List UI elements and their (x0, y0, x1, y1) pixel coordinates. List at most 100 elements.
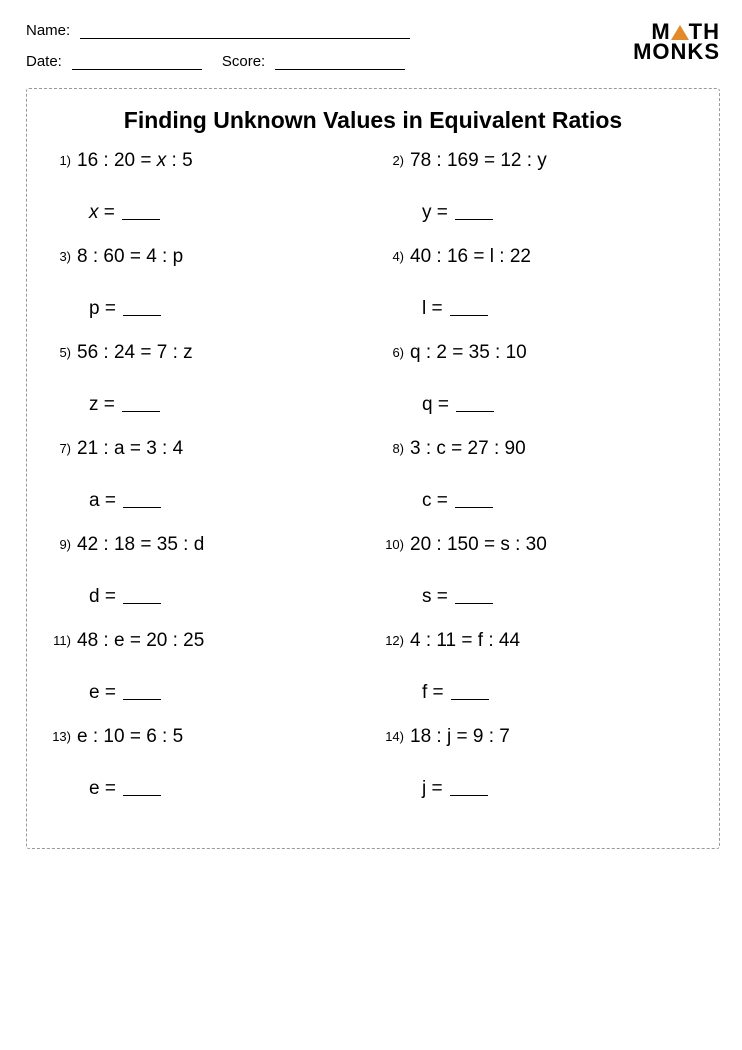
problem-cell: 5) 56 : 24 = 7 : z z = (45, 342, 368, 438)
date-blank[interactable] (72, 56, 202, 70)
answer-line: d = (89, 586, 368, 608)
answer-variable: p (89, 298, 100, 319)
problem-equation: 20 : 150 = s : 30 (410, 534, 547, 555)
problem-number: 4) (378, 249, 404, 264)
worksheet-header: Name: Date: Score: MTH MONKS (26, 22, 720, 84)
answer-variable: c (422, 490, 432, 511)
equals-sign: = (426, 298, 448, 319)
problem-equation: 40 : 16 = l : 22 (410, 246, 531, 267)
problem-line: 7)21 : a = 3 : 4 (45, 438, 368, 460)
problem-equation: 4 : 11 = f : 44 (410, 630, 520, 651)
equals-sign: = (100, 298, 122, 319)
answer-line: q = (422, 394, 701, 416)
problem-line: 10) 20 : 150 = s : 30 (378, 534, 701, 556)
answer-variable: a (89, 490, 100, 511)
problem-equation: 18 : j = 9 : 7 (410, 726, 510, 747)
equals-sign: = (100, 586, 122, 607)
date-score-field: Date: Score: (26, 53, 633, 70)
equals-sign: = (433, 394, 455, 415)
answer-blank[interactable] (455, 590, 493, 604)
answer-line: l = (422, 298, 701, 320)
answer-blank[interactable] (123, 782, 161, 796)
problem-line: 1) 16 : 20 = x : 5 (45, 150, 368, 172)
header-fields: Name: Date: Score: (26, 22, 633, 84)
problem-number: 10) (378, 537, 404, 552)
equals-sign: = (432, 586, 454, 607)
problem-line: 3)8 : 60 = 4 : p (45, 246, 368, 268)
problem-line: 14) 18 : j = 9 : 7 (378, 726, 701, 748)
mathmonks-logo: MTH MONKS (633, 22, 720, 62)
answer-blank[interactable] (123, 494, 161, 508)
problem-cell: 4) 40 : 16 = l : 22 l = (378, 246, 701, 342)
problem-equation: 42 : 18 = 35 : d (77, 534, 204, 555)
problem-cell: 2) 78 : 169 = 12 : y y = (378, 150, 701, 246)
problem-number: 5) (45, 345, 71, 360)
answer-blank[interactable] (456, 398, 494, 412)
answer-blank[interactable] (451, 686, 489, 700)
problem-cell: 13) e : 10 = 6 : 5 e = (45, 726, 368, 822)
problem-equation: 21 : a = 3 : 4 (77, 438, 183, 459)
problem-cell: 6)q : 2 = 35 : 10q = (378, 342, 701, 438)
problem-cell: 9) 42 : 18 = 35 : d d = (45, 534, 368, 630)
equals-sign: = (99, 202, 121, 223)
problem-line: 11) 48 : e = 20 : 25 (45, 630, 368, 652)
logo-line2: MONKS (633, 42, 720, 62)
equals-sign: = (99, 394, 121, 415)
logo-triangle-icon (671, 25, 689, 40)
name-blank[interactable] (80, 25, 410, 39)
equals-sign: = (432, 202, 454, 223)
answer-line: c = (422, 490, 701, 512)
problem-cell: 14) 18 : j = 9 : 7 j = (378, 726, 701, 822)
answer-blank[interactable] (122, 398, 160, 412)
score-blank[interactable] (275, 56, 405, 70)
problem-number: 1) (45, 153, 71, 168)
problem-number: 8) (378, 441, 404, 456)
answer-blank[interactable] (122, 206, 160, 220)
problem-number: 14) (378, 729, 404, 744)
problem-number: 9) (45, 537, 71, 552)
worksheet-title: Finding Unknown Values in Equivalent Rat… (45, 107, 701, 134)
problem-equation: e : 10 = 6 : 5 (77, 726, 183, 747)
problem-cell: 3)8 : 60 = 4 : p p = (45, 246, 368, 342)
equals-sign: = (100, 682, 122, 703)
answer-variable: e (89, 682, 100, 703)
answer-variable: e (89, 778, 100, 799)
problem-equation: 16 : 20 = x : 5 (77, 150, 193, 171)
answer-blank[interactable] (455, 494, 493, 508)
equals-sign: = (100, 778, 122, 799)
answer-blank[interactable] (455, 206, 493, 220)
problem-line: 5) 56 : 24 = 7 : z (45, 342, 368, 364)
problem-cell: 1) 16 : 20 = x : 5 x = (45, 150, 368, 246)
worksheet-box: Finding Unknown Values in Equivalent Rat… (26, 88, 720, 849)
problem-cell: 12)4 : 11 = f : 44f = (378, 630, 701, 726)
problem-number: 11) (45, 633, 71, 648)
problem-equation: 56 : 24 = 7 : z (77, 342, 193, 363)
answer-blank[interactable] (123, 686, 161, 700)
answer-variable: q (422, 394, 433, 415)
name-label: Name: (26, 22, 70, 39)
answer-variable: z (89, 394, 99, 415)
answer-blank[interactable] (450, 302, 488, 316)
problem-equation: 48 : e = 20 : 25 (77, 630, 204, 651)
answer-blank[interactable] (123, 590, 161, 604)
score-label: Score: (222, 53, 265, 70)
answer-line: j = (422, 778, 701, 800)
problem-equation: 3 : c = 27 : 90 (410, 438, 526, 459)
problem-number: 12) (378, 633, 404, 648)
problem-line: 12) 4 : 11 = f : 44 (378, 630, 701, 652)
answer-blank[interactable] (123, 302, 161, 316)
equals-sign: = (426, 778, 448, 799)
answer-line: y = (422, 202, 701, 224)
problem-equation: 78 : 169 = 12 : y (410, 150, 547, 171)
problem-number: 13) (45, 729, 71, 744)
answer-variable: s (422, 586, 432, 607)
problem-cell: 10) 20 : 150 = s : 30 s = (378, 534, 701, 630)
answer-line: e = (89, 682, 368, 704)
equals-sign: = (427, 682, 449, 703)
answer-blank[interactable] (450, 782, 488, 796)
date-label: Date: (26, 53, 62, 70)
answer-variable: x (89, 202, 99, 223)
answer-line: x = (89, 202, 368, 224)
problem-line: 2) 78 : 169 = 12 : y (378, 150, 701, 172)
problem-number: 2) (378, 153, 404, 168)
